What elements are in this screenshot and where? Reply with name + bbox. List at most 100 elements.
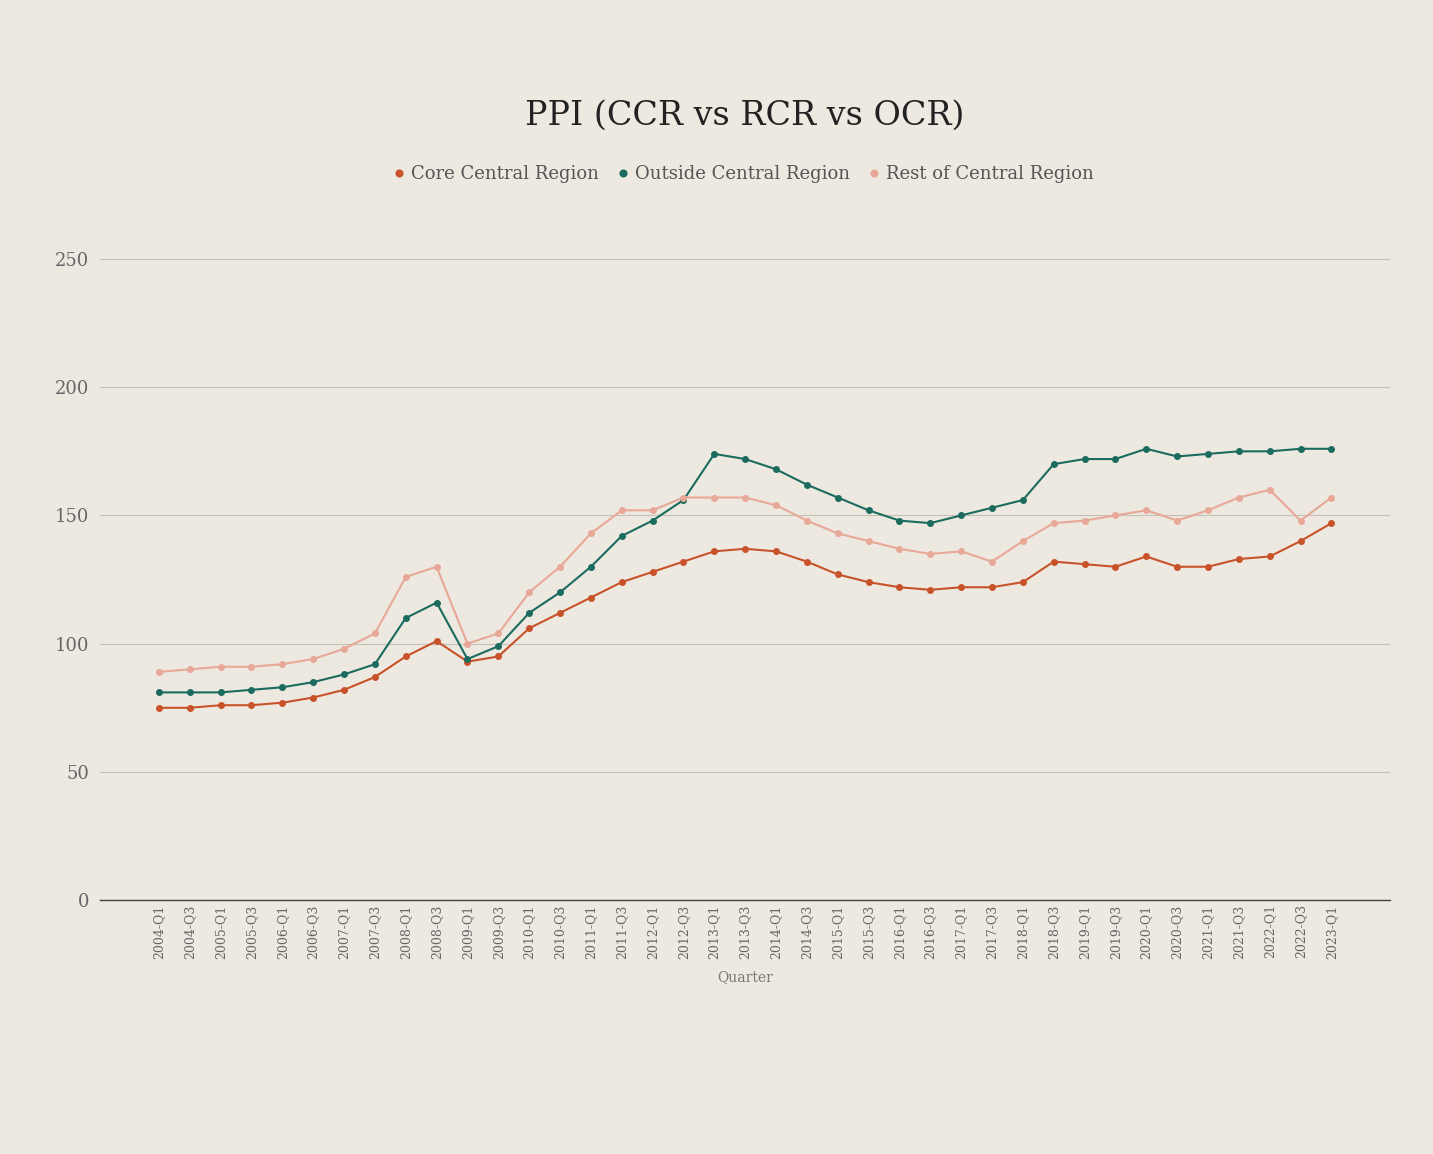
Core Central Region [643,565,661,579]
Outside Central Region [212,685,229,699]
Outside Central Region [428,595,446,609]
Rest of Central Region [181,662,198,676]
Rest of Central Region [428,560,446,574]
Core Central Region [953,580,970,594]
Outside Central Region [953,509,970,523]
Outside Central Region [552,585,569,599]
Outside Central Region [1199,447,1217,460]
Outside Central Region [613,529,631,542]
Legend: Core Central Region, Outside Central Region, Rest of Central Region: Core Central Region, Outside Central Reg… [390,158,1101,190]
Outside Central Region [490,639,507,653]
Title: PPI (CCR vs RCR vs OCR): PPI (CCR vs RCR vs OCR) [526,99,964,132]
Rest of Central Region [520,585,537,599]
Rest of Central Region [274,658,291,672]
Outside Central Region [1045,457,1062,471]
Rest of Central Region [335,642,353,655]
Rest of Central Region [397,570,414,584]
Rest of Central Region [675,490,692,504]
Core Central Region [212,698,229,712]
Outside Central Region [1076,452,1093,466]
Outside Central Region [582,560,599,574]
Core Central Region [274,696,291,710]
Core Central Region [921,583,939,597]
Core Central Region [397,650,414,664]
Rest of Central Region [244,660,261,674]
Rest of Central Region [860,534,877,548]
Outside Central Region [1106,452,1123,466]
Core Central Region [737,542,754,556]
Outside Central Region [705,447,722,460]
Core Central Region [983,580,1000,594]
Rest of Central Region [1199,503,1217,517]
Core Central Region [1230,552,1247,565]
Outside Central Region [1015,493,1032,507]
Rest of Central Region [305,652,322,666]
Core Central Region [891,580,909,594]
Rest of Central Region [1323,490,1340,504]
Rest of Central Region [1168,514,1185,527]
Core Central Region [768,545,785,559]
Core Central Region [1323,516,1340,530]
Outside Central Region [305,675,322,689]
Core Central Region [1199,560,1217,574]
Line: Outside Central Region: Outside Central Region [156,445,1334,695]
Rest of Central Region [737,490,754,504]
Outside Central Region [891,514,909,527]
Outside Central Region [675,493,692,507]
Outside Central Region [181,685,198,699]
Outside Central Region [830,490,847,504]
Rest of Central Region [983,555,1000,569]
Core Central Region [459,654,476,668]
Outside Central Region [1230,444,1247,458]
Rest of Central Region [212,660,229,674]
Rest of Central Region [1293,514,1310,527]
Outside Central Region [737,452,754,466]
Rest of Central Region [367,627,384,640]
Rest of Central Region [150,665,168,679]
Rest of Central Region [953,545,970,559]
Rest of Central Region [891,542,909,556]
Rest of Central Region [582,526,599,540]
Rest of Central Region [1261,482,1278,496]
Core Central Region [830,568,847,582]
X-axis label: Quarter: Quarter [718,969,772,983]
Core Central Region [1015,575,1032,589]
Rest of Central Region [705,490,722,504]
Core Central Region [335,683,353,697]
Core Central Region [1261,549,1278,563]
Outside Central Region [244,683,261,697]
Core Central Region [860,575,877,589]
Rest of Central Region [1106,509,1123,523]
Rest of Central Region [552,560,569,574]
Core Central Region [1168,560,1185,574]
Outside Central Region [983,501,1000,515]
Outside Central Region [1293,442,1310,456]
Rest of Central Region [1015,534,1032,548]
Outside Central Region [860,503,877,517]
Rest of Central Region [1045,516,1062,530]
Core Central Region [367,670,384,684]
Core Central Region [582,591,599,605]
Rest of Central Region [1230,490,1247,504]
Outside Central Region [1323,442,1340,456]
Rest of Central Region [613,503,631,517]
Core Central Region [520,621,537,635]
Rest of Central Region [459,637,476,651]
Core Central Region [150,700,168,714]
Core Central Region [675,555,692,569]
Core Central Region [428,635,446,649]
Core Central Region [305,690,322,704]
Core Central Region [552,606,569,620]
Outside Central Region [335,667,353,681]
Outside Central Region [798,478,815,492]
Rest of Central Region [490,627,507,640]
Line: Rest of Central Region: Rest of Central Region [156,487,1334,675]
Core Central Region [1045,555,1062,569]
Rest of Central Region [921,547,939,561]
Outside Central Region [921,516,939,530]
Core Central Region [1138,549,1155,563]
Rest of Central Region [1076,514,1093,527]
Rest of Central Region [830,526,847,540]
Core Central Region [1106,560,1123,574]
Outside Central Region [643,514,661,527]
